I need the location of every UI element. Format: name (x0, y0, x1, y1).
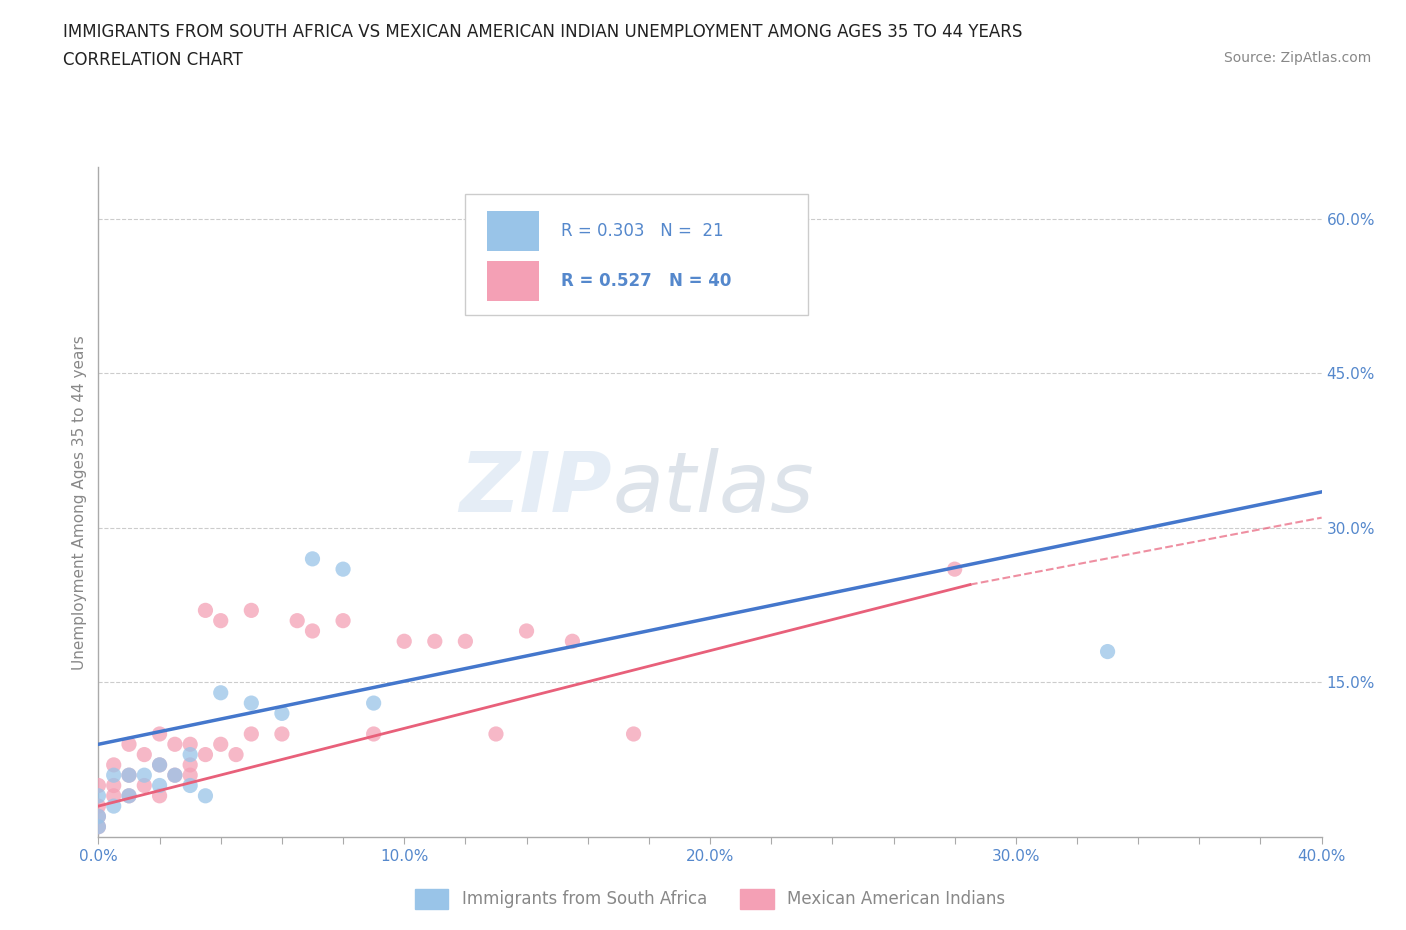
Point (943, 562, 966, 577)
Point (179, 778, 201, 793)
Point (392, 634, 416, 649)
Point (87, 809, 110, 824)
Point (209, 685, 232, 700)
Point (423, 634, 446, 649)
Point (623, 726, 645, 741)
Point (103, 757, 125, 772)
Point (1097, 644, 1119, 659)
Point (240, 696, 263, 711)
Point (179, 747, 201, 762)
Point (87, 778, 110, 793)
Point (285, 613, 308, 628)
FancyBboxPatch shape (465, 194, 808, 314)
Point (149, 789, 172, 804)
Point (103, 768, 125, 783)
Point (332, 613, 354, 628)
Bar (488, 261, 538, 301)
Y-axis label: Unemployment Among Ages 35 to 44 years: Unemployment Among Ages 35 to 44 years (72, 335, 87, 670)
Point (225, 747, 247, 762)
Text: R = 0.527   N = 40: R = 0.527 N = 40 (561, 272, 731, 290)
Point (134, 778, 156, 793)
Point (118, 789, 141, 804)
Point (301, 551, 323, 566)
Point (516, 623, 538, 638)
Point (301, 623, 323, 638)
Point (270, 726, 292, 741)
Point (103, 799, 125, 814)
Point (332, 562, 354, 577)
Bar (488, 211, 538, 251)
Point (87, 819, 110, 834)
Point (454, 634, 477, 649)
Point (118, 768, 141, 783)
Point (194, 603, 217, 618)
Point (194, 747, 217, 762)
Point (179, 737, 201, 751)
Point (87, 809, 110, 824)
Text: ZIP: ZIP (460, 448, 612, 529)
Point (363, 726, 385, 741)
Point (163, 737, 186, 751)
Point (163, 768, 186, 783)
Point (134, 747, 156, 762)
Point (163, 768, 186, 783)
Point (87, 819, 110, 834)
Text: R = 0.303   N =  21: R = 0.303 N = 21 (561, 222, 724, 240)
Point (485, 726, 508, 741)
Point (149, 757, 172, 772)
Point (134, 768, 156, 783)
Point (103, 789, 125, 804)
Text: atlas: atlas (612, 448, 814, 529)
Point (179, 768, 201, 783)
Point (118, 737, 141, 751)
Point (118, 789, 141, 804)
Point (179, 757, 201, 772)
Point (118, 768, 141, 783)
Point (209, 613, 232, 628)
Text: CORRELATION CHART: CORRELATION CHART (63, 51, 243, 69)
Point (149, 726, 172, 741)
Point (240, 603, 263, 618)
Point (240, 726, 263, 741)
Point (270, 706, 292, 721)
Point (363, 696, 385, 711)
Point (149, 778, 172, 793)
Text: Source: ZipAtlas.com: Source: ZipAtlas.com (1223, 51, 1371, 65)
Point (209, 737, 232, 751)
Point (87, 789, 110, 804)
Point (561, 634, 583, 649)
Legend: Immigrants from South Africa, Mexican American Indians: Immigrants from South Africa, Mexican Am… (408, 882, 1012, 916)
Point (103, 778, 125, 793)
Point (149, 757, 172, 772)
Point (194, 789, 217, 804)
Text: IMMIGRANTS FROM SOUTH AFRICA VS MEXICAN AMERICAN INDIAN UNEMPLOYMENT AMONG AGES : IMMIGRANTS FROM SOUTH AFRICA VS MEXICAN … (63, 23, 1022, 41)
Point (87, 799, 110, 814)
